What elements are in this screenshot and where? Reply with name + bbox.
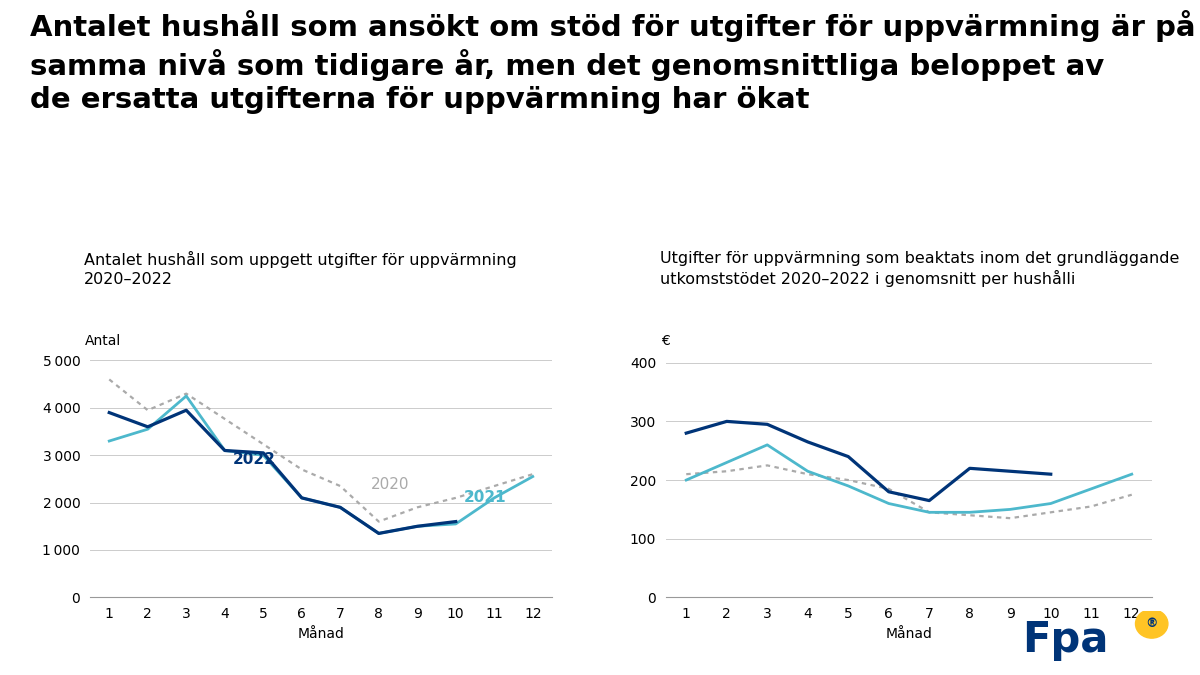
X-axis label: Månad: Månad	[886, 626, 932, 641]
Circle shape	[1135, 610, 1168, 638]
Text: 2022: 2022	[233, 452, 275, 467]
Text: 2021: 2021	[463, 489, 506, 505]
Text: Fpa: Fpa	[1022, 619, 1109, 661]
Text: €: €	[661, 333, 670, 348]
X-axis label: Månad: Månad	[298, 626, 344, 641]
Text: ®: ®	[1146, 617, 1158, 630]
Text: Antal: Antal	[85, 333, 121, 348]
Text: Utgifter för uppvärmning som beaktats inom det grundläggande
utkomststödet 2020–: Utgifter för uppvärmning som beaktats in…	[660, 250, 1180, 287]
Text: Antalet hushåll som ansökt om stöd för utgifter för uppvärmning är på
samma nivå: Antalet hushåll som ansökt om stöd för u…	[30, 10, 1195, 114]
Text: 2020: 2020	[371, 477, 409, 492]
Text: Antalet hushåll som uppgett utgifter för uppvärmning
2020–2022: Antalet hushåll som uppgett utgifter för…	[84, 251, 517, 287]
